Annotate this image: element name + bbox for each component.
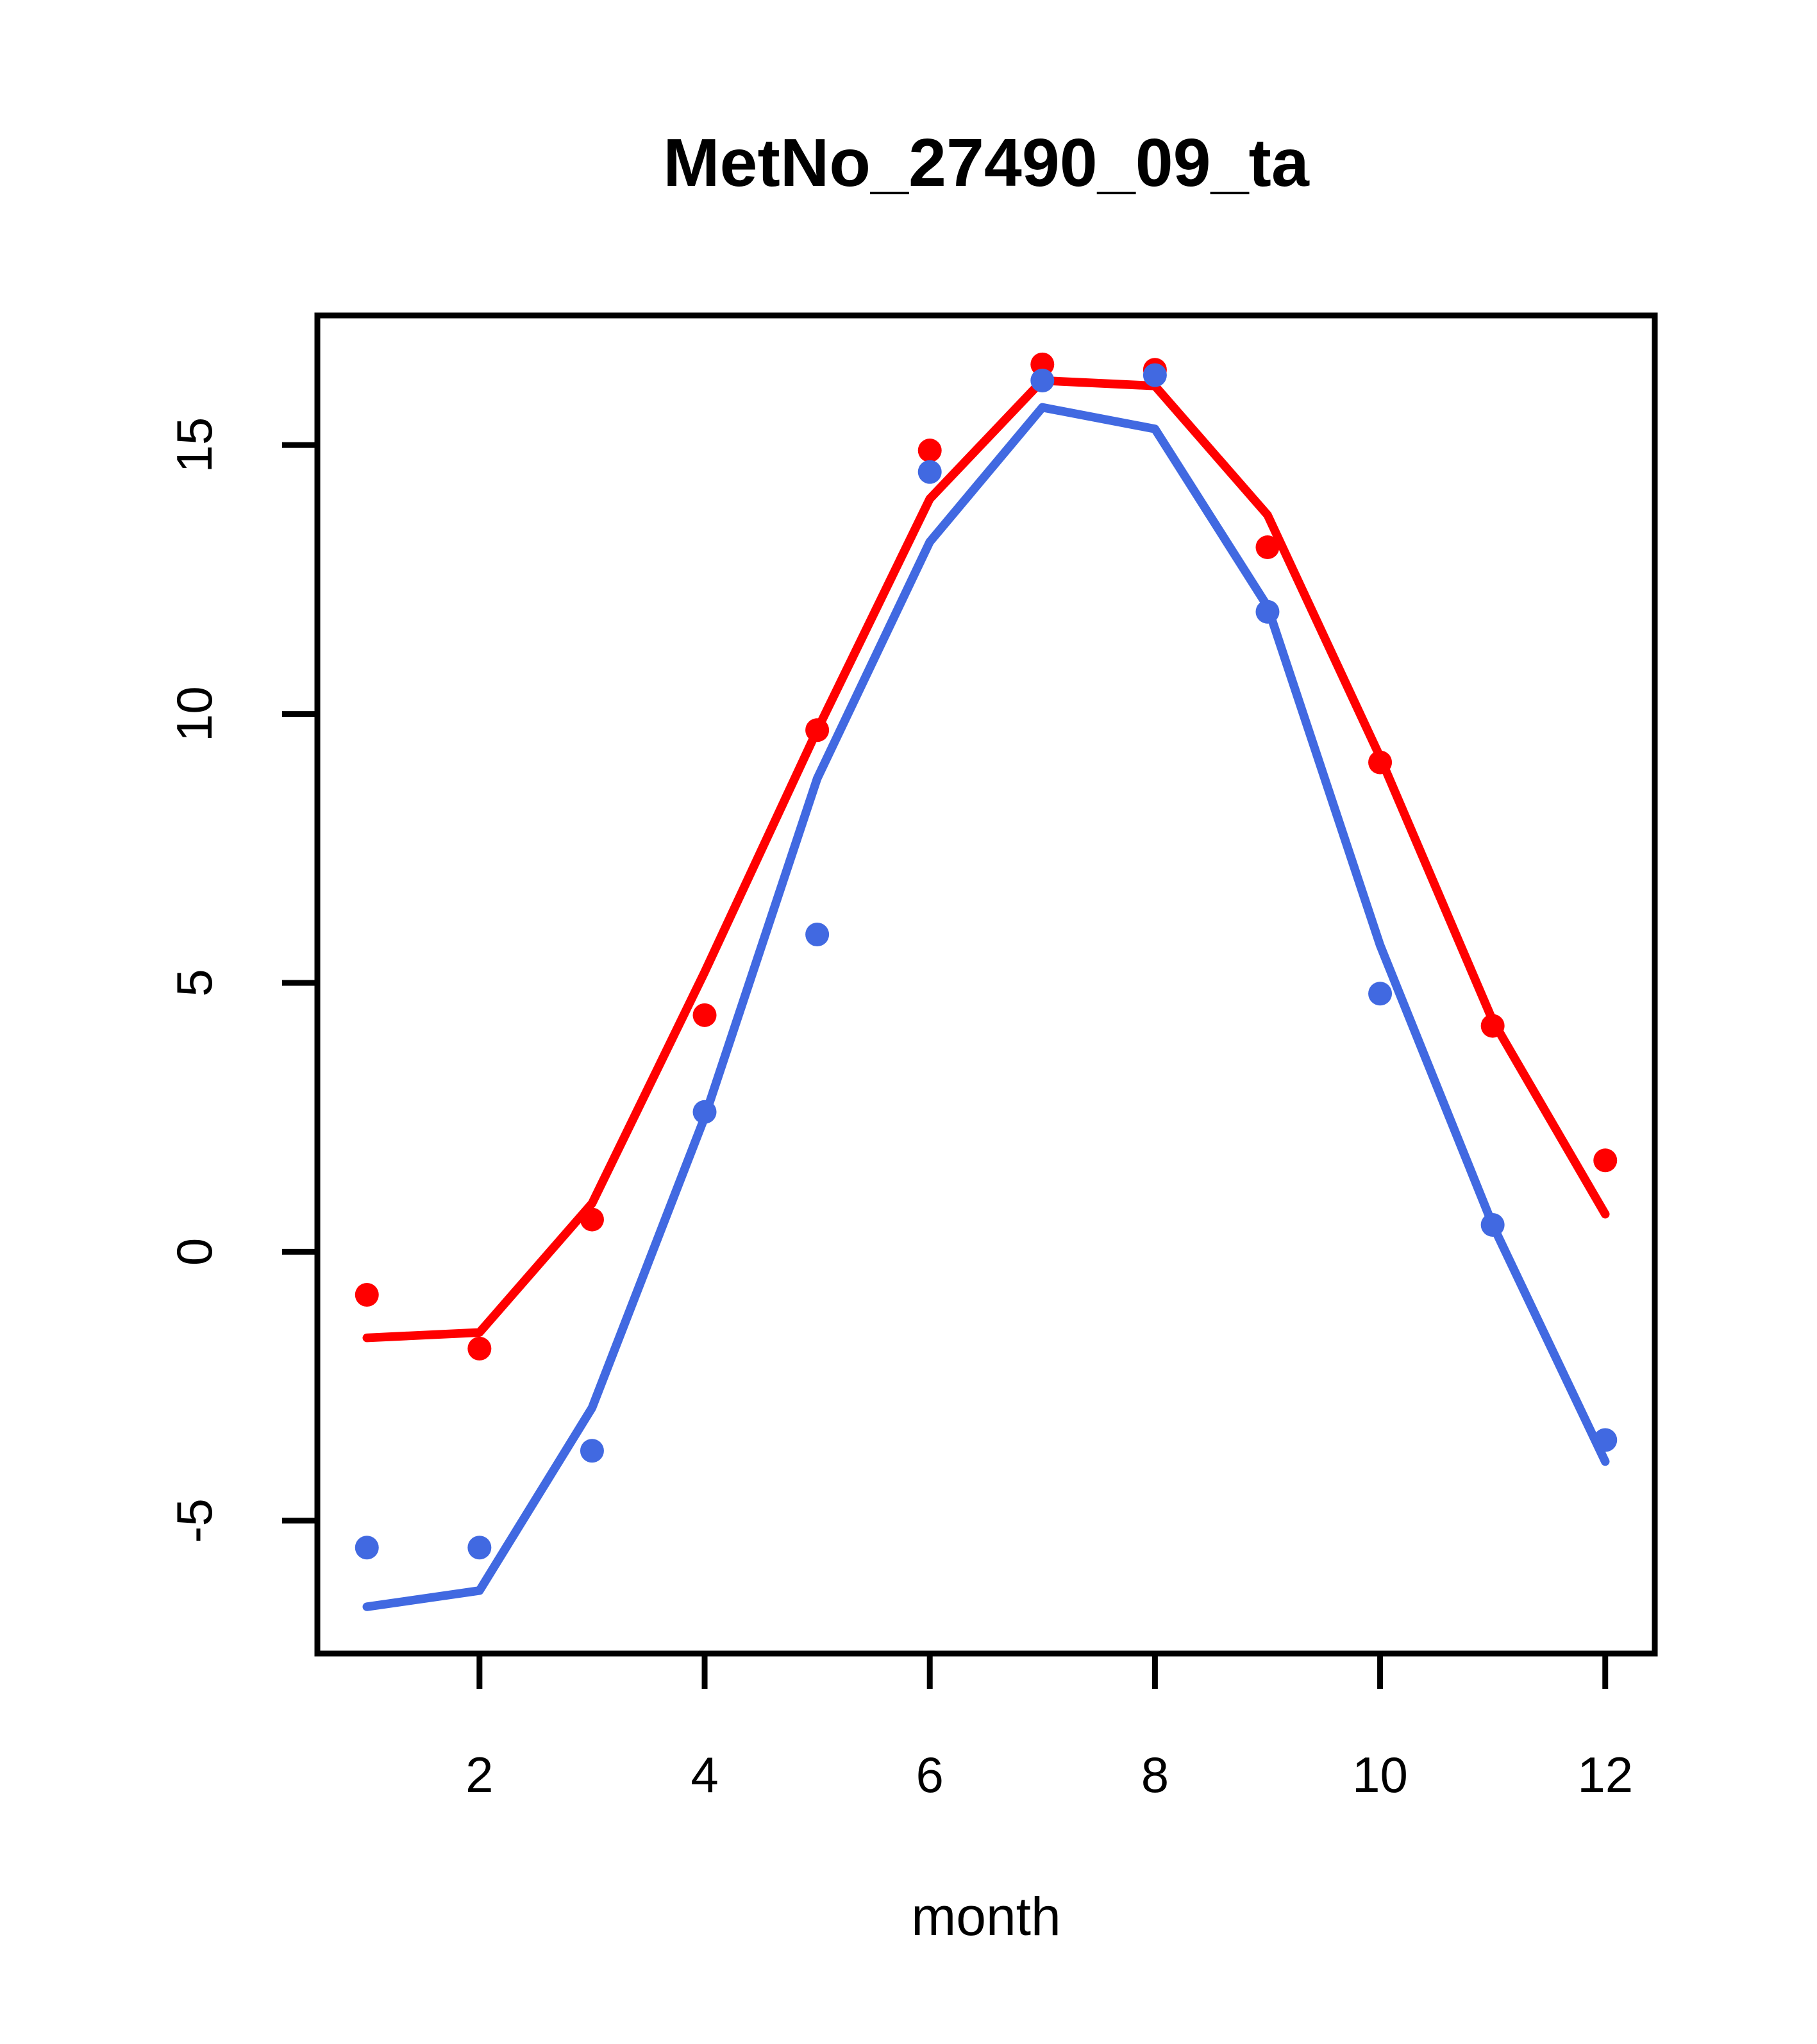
blue-point-m7 [1030,368,1055,392]
red-point-m1 [355,1283,379,1307]
y-tick-label: 0 [166,1238,222,1266]
x-tick-label: 4 [691,1747,718,1803]
y-axis: -5 0 5 10 15 [166,417,317,1543]
blue-line [362,403,1610,1611]
red-point-m9 [1255,535,1280,560]
red-line [362,376,1610,1343]
y-tick-label: 15 [166,417,222,473]
x-tick-label: 8 [1141,1747,1169,1803]
x-tick-label: 12 [1577,1747,1633,1803]
blue-point-m8 [1143,363,1167,387]
y-tick-label: 10 [166,686,222,742]
blue-point-m4 [692,1100,717,1124]
x-axis: 2 4 6 8 10 12 [465,1654,1633,1803]
blue-point-m11 [1480,1212,1505,1237]
chart-title: MetNo_27490_09_ta [663,125,1310,201]
blue-point-m3 [580,1439,604,1463]
y-tick-label: -5 [166,1498,222,1543]
red-point-m3 [580,1207,604,1232]
x-tick-label: 10 [1352,1747,1408,1803]
blue-point-m5 [805,922,830,946]
blue-point-m9 [1255,599,1280,624]
y-tick-label: 5 [166,969,222,996]
red-point-m2 [467,1336,492,1361]
blue-point-m2 [467,1536,492,1560]
x-axis-label: month [911,1886,1060,1947]
x-tick-label: 2 [465,1747,493,1803]
plot-box [314,312,1658,1657]
red-point-m12 [1593,1148,1618,1173]
red-point-m11 [1480,1014,1505,1038]
blue-point-m6 [917,460,942,484]
red-point-m10 [1368,750,1393,775]
blue-point-m12 [1593,1428,1618,1452]
series-layer [355,352,1618,1611]
blue-point-m1 [355,1536,379,1560]
red-point-m6 [917,439,942,463]
red-point-m4 [692,1003,717,1027]
blue-point-m10 [1368,982,1393,1006]
x-tick-label: 6 [916,1747,944,1803]
red-point-m5 [805,718,830,742]
